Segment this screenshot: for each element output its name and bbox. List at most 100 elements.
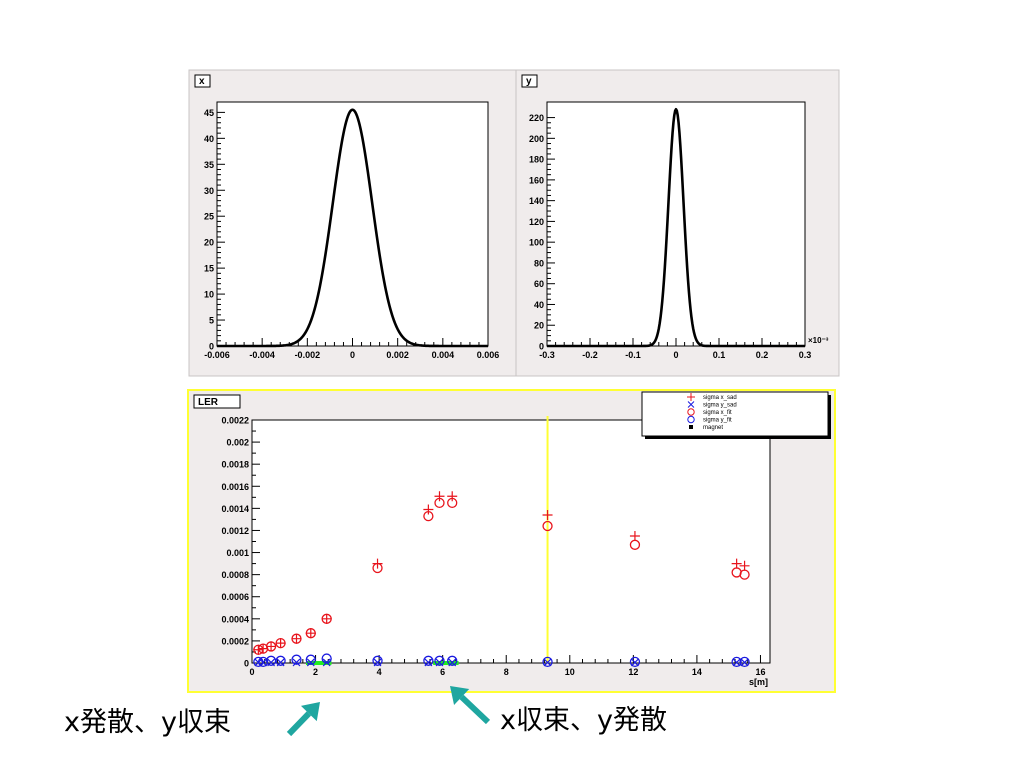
annotation-arrows <box>286 686 491 737</box>
x-tick-label: 10 <box>565 667 575 677</box>
legend-symbol <box>687 408 695 416</box>
marker-sigma-x-sad <box>266 641 277 652</box>
y-tick-label: 80 <box>534 258 544 268</box>
x-tick-label: 0.004 <box>432 350 455 360</box>
x-tick-label: -0.1 <box>625 350 641 360</box>
y-tick-label: 0 <box>209 342 214 352</box>
x-tick-label: 0 <box>673 350 678 360</box>
x-tick-label: 0.2 <box>756 350 769 360</box>
marker-sigma-x-sad <box>434 491 445 502</box>
marker-sigma-x-fit <box>542 520 553 532</box>
y-tick-label: 15 <box>204 264 214 274</box>
legend-box <box>641 391 829 437</box>
y-tick-label: 0.0008 <box>221 570 249 580</box>
y-tick-label: 40 <box>534 300 544 310</box>
x-tick-label: -0.2 <box>582 350 598 360</box>
panel-title: x <box>199 76 205 87</box>
x-tick-label: 0 <box>350 350 355 360</box>
marker-sigma-x-sad <box>275 638 286 649</box>
x-tick-label: 0.3 <box>799 350 812 360</box>
marker-sigma-x-fit <box>265 641 277 652</box>
x-tick-label: 0.1 <box>713 350 726 360</box>
y-tick-label: 30 <box>204 186 214 196</box>
marker-sigma-x-sad <box>731 558 742 569</box>
x-tick-label: 16 <box>755 667 765 677</box>
marker-sigma-x-sad <box>542 509 553 520</box>
y-tick-label: 0.0018 <box>221 460 249 470</box>
marker-sigma-x-sad <box>739 560 750 571</box>
y-tick-label: 35 <box>204 160 214 170</box>
legend-label: sigma y_fit <box>703 418 732 424</box>
legend-symbol <box>687 393 695 401</box>
annotation-arrow-head <box>300 702 320 722</box>
marker-sigma-x-fit <box>275 637 286 649</box>
annotation-x-diverge-y-converge: x発散、y収束 <box>64 707 231 738</box>
marker-sigma-x-fit <box>434 497 445 508</box>
x-tick-label: 4 <box>377 667 382 677</box>
marker-sigma-x-fit <box>305 628 316 639</box>
marker-sigma-y-fit <box>291 654 302 665</box>
y-tick-label: 220 <box>529 113 544 123</box>
y-tick-label: 0 <box>244 659 249 669</box>
marker-sigma-y-fit <box>629 656 641 668</box>
y-tick-label: 0.0002 <box>221 636 249 646</box>
y-tick-label: 180 <box>529 155 544 165</box>
y-tick-label: 0.0012 <box>221 526 249 536</box>
x-tick-label: 2 <box>313 667 318 677</box>
marker-sigma-y-fit <box>257 656 269 668</box>
plot-area <box>216 101 489 347</box>
y-tick-label: 20 <box>204 238 214 248</box>
panel-title-box <box>193 394 241 409</box>
marker-sigma-x-fit <box>321 613 332 624</box>
y-tick-label: 0.002 <box>226 438 249 448</box>
marker-sigma-y-fit <box>434 655 445 666</box>
plot-area <box>546 101 806 347</box>
x-tick-label: 6 <box>440 667 445 677</box>
marker-sigma-x-sad <box>447 491 458 502</box>
x-tick-label: 12 <box>628 667 638 677</box>
legend-symbol <box>687 415 695 424</box>
marker-sigma-x-fit <box>447 497 458 508</box>
y-tick-label: 60 <box>534 279 544 289</box>
y-tick-label: 140 <box>529 196 544 206</box>
legend-symbol <box>689 425 693 429</box>
marker-sigma-y-fit <box>739 656 750 668</box>
annotation-x-converge-y-diverge: x収束、y発散 <box>500 705 667 736</box>
x-tick-label: -0.002 <box>295 350 321 360</box>
panel-title-box <box>521 74 538 88</box>
legend-label: sigma x_sad <box>703 395 737 401</box>
y-tick-label: 45 <box>204 108 214 118</box>
marker-sigma-x-sad <box>291 633 302 644</box>
marker-sigma-y-fit <box>731 656 742 668</box>
distribution-curve <box>546 107 806 348</box>
distribution-curve <box>216 108 489 348</box>
marker-sigma-y-fit <box>321 653 332 664</box>
legend-symbol <box>687 401 695 408</box>
x-tick-label: 14 <box>692 667 702 677</box>
y-tick-label: 200 <box>529 134 544 144</box>
marker-sigma-y-sad <box>631 658 639 667</box>
x-tick-label: -0.006 <box>204 350 230 360</box>
y-tick-label: 120 <box>529 217 544 227</box>
marker-sigma-y-sad <box>259 658 268 667</box>
legend-label: sigma y_sad <box>703 403 737 409</box>
annotation-arrow-head <box>450 686 470 705</box>
y-tick-label: 20 <box>534 321 544 331</box>
marker-sigma-y-fit <box>423 655 434 666</box>
x-tick-label: 0 <box>249 667 254 677</box>
marker-sigma-y-fit <box>275 655 286 666</box>
marker-sigma-x-fit <box>629 539 641 550</box>
x-axis-label: s[m] <box>749 677 768 687</box>
x-tick-label: 0.006 <box>477 350 500 360</box>
x-tick-label: -0.004 <box>249 350 275 360</box>
marker-sigma-x-fit <box>291 633 302 644</box>
ler-beam-size-panel: LER 0 2 4 6 8 10 12 14 16 0 0.0002 0.0004 0.0006 0.000… <box>187 389 836 693</box>
x-distribution-panel: x -0.006 -0.004 -0.002 0 0.002 0.004 0.006 0 5 10 1… <box>188 69 517 377</box>
y-tick-label: 40 <box>204 134 214 144</box>
annotation-arrow-shaft <box>459 694 491 725</box>
marker-sigma-x-fit <box>423 510 434 522</box>
y-tick-label: 0.0022 <box>221 416 249 426</box>
panel-title: y <box>526 76 532 87</box>
x-tick-label: -0.3 <box>539 350 555 360</box>
